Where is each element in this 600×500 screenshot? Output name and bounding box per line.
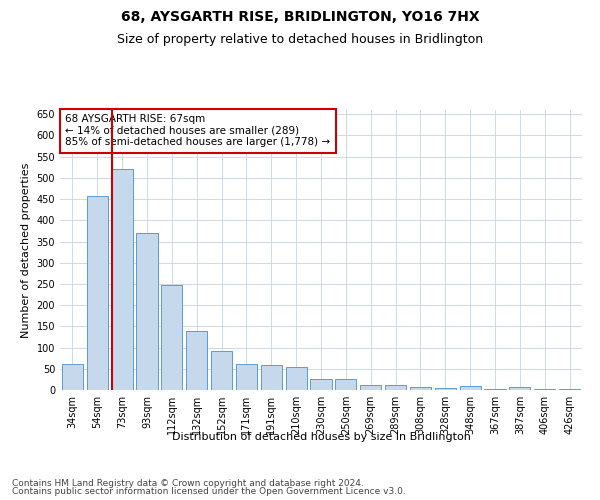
Bar: [410, 387, 431, 390]
Bar: [484, 388, 506, 390]
Bar: [360, 386, 381, 390]
Bar: [112, 170, 133, 390]
Bar: [211, 351, 232, 390]
Bar: [87, 196, 108, 390]
Bar: [534, 388, 555, 390]
Bar: [435, 388, 456, 390]
Bar: [286, 366, 307, 390]
Text: 68, AYSGARTH RISE, BRIDLINGTON, YO16 7HX: 68, AYSGARTH RISE, BRIDLINGTON, YO16 7HX: [121, 10, 479, 24]
Bar: [62, 364, 83, 390]
Bar: [460, 386, 481, 390]
Bar: [236, 364, 257, 390]
Text: Contains public sector information licensed under the Open Government Licence v3: Contains public sector information licen…: [12, 487, 406, 496]
Bar: [509, 388, 530, 390]
Text: Distribution of detached houses by size in Bridlington: Distribution of detached houses by size …: [172, 432, 470, 442]
Text: Size of property relative to detached houses in Bridlington: Size of property relative to detached ho…: [117, 32, 483, 46]
Text: 68 AYSGARTH RISE: 67sqm
← 14% of detached houses are smaller (289)
85% of semi-d: 68 AYSGARTH RISE: 67sqm ← 14% of detache…: [65, 114, 331, 148]
Bar: [335, 378, 356, 390]
Bar: [559, 388, 580, 390]
Bar: [385, 385, 406, 390]
Bar: [310, 378, 332, 390]
Bar: [161, 285, 182, 390]
Text: Contains HM Land Registry data © Crown copyright and database right 2024.: Contains HM Land Registry data © Crown c…: [12, 478, 364, 488]
Bar: [186, 332, 207, 390]
Y-axis label: Number of detached properties: Number of detached properties: [21, 162, 31, 338]
Bar: [136, 233, 158, 390]
Bar: [261, 366, 282, 390]
